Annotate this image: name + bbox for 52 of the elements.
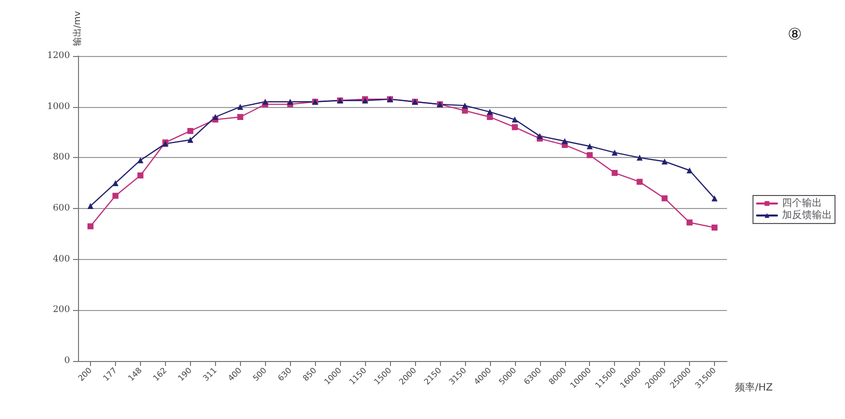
point [636, 178, 643, 185]
point [586, 152, 593, 158]
x-tick-label: 500 [251, 366, 268, 383]
legend-label: 四个输出 [782, 197, 822, 209]
point [562, 138, 568, 144]
point [237, 114, 244, 120]
point [87, 202, 94, 209]
y-tick-label: 800 [52, 152, 70, 163]
point [187, 136, 194, 143]
point [712, 195, 718, 202]
point [137, 157, 144, 164]
point [662, 158, 668, 164]
x-tick-label: 148 [126, 366, 144, 383]
x-tick-label: 162 [151, 366, 169, 383]
y-tick-label: 400 [52, 254, 70, 264]
point [536, 133, 543, 140]
point [237, 104, 244, 110]
y-tick-label: 1200 [47, 51, 70, 61]
y-tick-label: 600 [52, 204, 70, 214]
y-axis-title: 输出/mv [72, 10, 83, 46]
point [512, 116, 518, 123]
point [187, 128, 194, 134]
point [612, 170, 618, 176]
x-tick-label: 400 [226, 366, 244, 383]
point [636, 154, 643, 161]
point [612, 150, 618, 156]
point [662, 195, 668, 202]
point [586, 143, 593, 150]
point [287, 98, 294, 105]
y-tick-label: 200 [52, 305, 70, 316]
text: ⑧ [788, 24, 802, 44]
x-tick-label: 190 [176, 366, 194, 383]
x-tick-label: 200 [76, 366, 94, 383]
point [212, 114, 218, 120]
x-tick-label: 311 [201, 366, 218, 383]
point [112, 192, 118, 199]
x-axis-title: 频率/HZ [735, 382, 773, 394]
point [87, 223, 94, 230]
y-tick-label: 0 [64, 356, 70, 366]
y-tick-label: 1000 [47, 102, 70, 112]
x-tick-label: 850 [301, 366, 318, 383]
point [486, 108, 493, 115]
point [512, 124, 518, 130]
point [686, 219, 693, 226]
x-tick-label: 630 [276, 366, 294, 383]
point [712, 224, 718, 231]
point [262, 98, 268, 105]
point [462, 102, 468, 109]
point [137, 172, 144, 178]
point [686, 167, 693, 174]
point [112, 180, 118, 186]
legend-label: 加反馈输出 [782, 209, 832, 221]
